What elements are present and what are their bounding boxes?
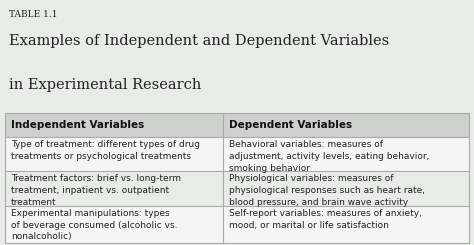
Text: Physiological variables: measures of
physiological responses such as heart rate,: Physiological variables: measures of phy… — [229, 174, 425, 207]
Text: Treatment factors: brief vs. long-term
treatment, inpatient vs. outpatient
treat: Treatment factors: brief vs. long-term t… — [11, 174, 181, 207]
Text: Dependent Variables: Dependent Variables — [229, 120, 352, 130]
Text: Behavioral variables: measures of
adjustment, activity levels, eating behavior,
: Behavioral variables: measures of adjust… — [229, 140, 429, 172]
Text: Self-report variables: measures of anxiety,
mood, or marital or life satisfactio: Self-report variables: measures of anxie… — [229, 209, 422, 230]
Bar — [5, 171, 469, 206]
Text: Examples of Independent and Dependent Variables: Examples of Independent and Dependent Va… — [9, 34, 390, 48]
Text: in Experimental Research: in Experimental Research — [9, 78, 202, 92]
Bar — [5, 206, 469, 243]
Bar — [5, 137, 469, 171]
Bar — [5, 113, 469, 137]
Text: Independent Variables: Independent Variables — [11, 120, 144, 130]
Text: Type of treatment: different types of drug
treatments or psychological treatment: Type of treatment: different types of dr… — [11, 140, 200, 161]
Text: Experimental manipulations: types
of beverage consumed (alcoholic vs.
nonalcohol: Experimental manipulations: types of bev… — [11, 209, 177, 241]
Text: TABLE 1.1: TABLE 1.1 — [9, 10, 58, 19]
